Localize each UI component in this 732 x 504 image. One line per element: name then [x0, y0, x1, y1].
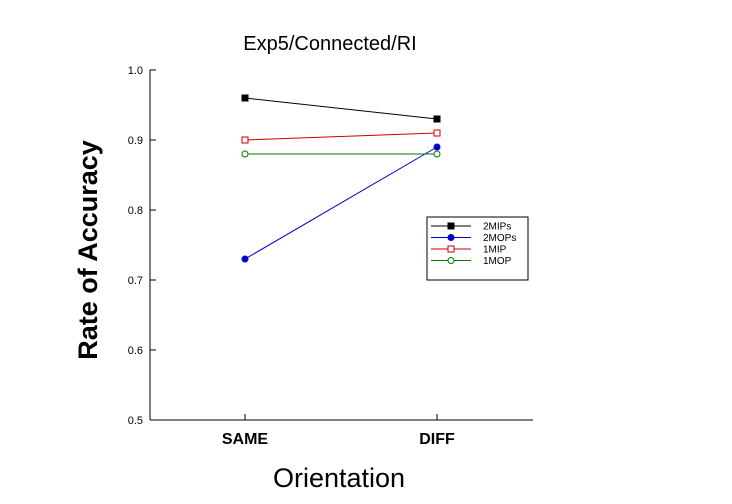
legend-marker: [447, 245, 455, 253]
x-tick-label: DIFF: [419, 431, 455, 448]
legend-marker: [447, 234, 455, 241]
x-axis-label: Orientation: [273, 463, 405, 493]
legend-label: 1MIP: [483, 245, 507, 256]
data-point: [433, 129, 441, 137]
y-tick-label: 0.8: [128, 205, 143, 217]
chart-title: Exp5/Connected/RI: [243, 33, 416, 55]
series-line: [244, 132, 438, 141]
y-tick-label: 0.5: [128, 415, 143, 427]
series-1mip: [241, 129, 441, 144]
y-tick-label: 0.6: [128, 345, 143, 357]
data-point: [433, 143, 441, 151]
series-line: [244, 97, 438, 120]
series-2mops: [241, 143, 441, 263]
series-2mips: [241, 94, 441, 123]
data-point: [241, 150, 249, 158]
data-point: [241, 94, 249, 102]
data-point: [241, 136, 249, 144]
series-1mop: [241, 150, 441, 158]
legend-label: 2MIPs: [483, 222, 511, 233]
x-tick-label: SAME: [222, 431, 269, 448]
legend-marker: [447, 222, 455, 230]
data-point: [433, 150, 441, 158]
data-point: [241, 255, 249, 263]
y-axis-label: Rate of Accuracy: [73, 140, 103, 360]
legend-marker: [447, 257, 455, 264]
legend-label: 1MOP: [483, 256, 512, 267]
y-tick-label: 0.7: [128, 275, 143, 287]
y-tick-label: 0.9: [128, 135, 143, 147]
legend-label: 2MOPs: [483, 233, 516, 244]
series-line: [244, 146, 438, 260]
data-point: [433, 115, 441, 123]
y-tick-label: 1.0: [128, 65, 143, 77]
